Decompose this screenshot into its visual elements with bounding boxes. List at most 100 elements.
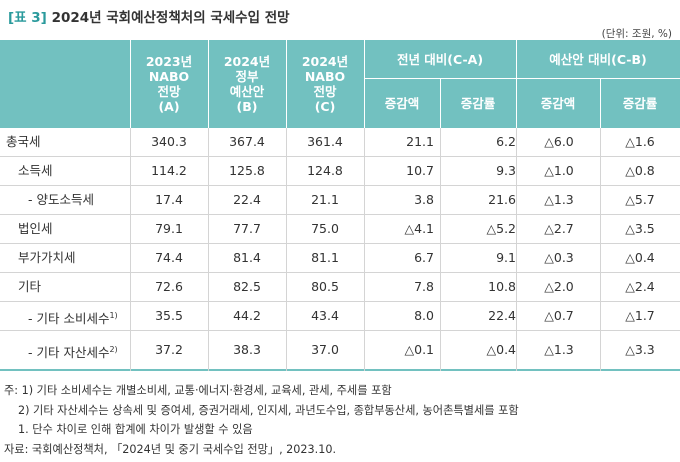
header-divider bbox=[440, 78, 441, 128]
cell-e1: △1.3 bbox=[544, 342, 574, 357]
header-group-prev-year: 전년 대비(C-A) bbox=[396, 51, 484, 67]
cell-c: 80.5 bbox=[311, 279, 339, 294]
header-col-a-line2: NABO bbox=[148, 69, 190, 84]
column-divider bbox=[440, 128, 441, 371]
table-header: 2023년 NABO 전망 (A) 2024년 정부 예산안 (B) 2024년… bbox=[0, 40, 680, 128]
cell-b: 38.3 bbox=[233, 342, 261, 357]
cell-e1: △6.0 bbox=[544, 134, 574, 149]
cell-e1: △0.7 bbox=[544, 308, 574, 323]
row-label: 부가가치세 bbox=[18, 250, 76, 265]
header-e2: 증감률 bbox=[622, 96, 658, 111]
cell-e1: △1.0 bbox=[544, 163, 574, 178]
cell-d2: 6.2 bbox=[496, 134, 516, 149]
table-number: [표 3] bbox=[8, 10, 47, 26]
column-divider bbox=[130, 128, 131, 371]
cell-c: 124.8 bbox=[307, 163, 343, 178]
header-divider bbox=[364, 78, 680, 79]
cell-b: 367.4 bbox=[229, 134, 265, 149]
cell-c: 75.0 bbox=[311, 221, 339, 236]
header-d2: 증감률 bbox=[460, 96, 496, 111]
row-label: 기타 bbox=[18, 279, 42, 294]
cell-a: 114.2 bbox=[151, 163, 187, 178]
cell-e1: △0.3 bbox=[544, 250, 574, 265]
cell-e2: △5.7 bbox=[625, 192, 655, 207]
header-col-b: 2024년 정부 예산안 (B) bbox=[208, 40, 286, 128]
footnote-2: 2) 기타 자산세수는 상속세 및 증여세, 증권거래세, 인지세, 과년도수입… bbox=[18, 403, 519, 417]
cell-e2: △2.4 bbox=[625, 279, 655, 294]
header-col-c: 2024년 NABO 전망 (C) bbox=[286, 40, 364, 128]
footnote-1: 주: 1) 기타 소비세수는 개별소비세, 교통·에너지·환경세, 교육세, 관… bbox=[4, 384, 392, 397]
cell-c: 81.1 bbox=[311, 250, 339, 265]
column-divider bbox=[286, 128, 287, 371]
header-col-c-line1: 2024년 bbox=[301, 54, 349, 69]
header-divider bbox=[516, 40, 517, 128]
table-row: 기타 72.6 82.5 80.5 7.8 10.8 △2.0 △2.4 bbox=[0, 273, 680, 302]
header-divider bbox=[286, 40, 287, 128]
cell-e2: △0.8 bbox=[625, 163, 655, 178]
cell-e1: △1.3 bbox=[544, 192, 574, 207]
table-row: 소득세 114.2 125.8 124.8 10.7 9.3 △1.0 △0.8 bbox=[0, 157, 680, 186]
cell-b: 22.4 bbox=[233, 192, 261, 207]
cell-a: 17.4 bbox=[155, 192, 183, 207]
row-label: - 기타 소비세수1) bbox=[0, 302, 158, 330]
cell-b: 125.8 bbox=[229, 163, 265, 178]
table-title: [표 3] 2024년 국회예산정책처의 국세수입 전망 bbox=[8, 6, 290, 26]
column-divider bbox=[600, 128, 601, 371]
cell-e2: △3.5 bbox=[625, 221, 655, 236]
cell-e2: △3.3 bbox=[625, 342, 655, 357]
header-group-budget: 예산안 대비(C-B) bbox=[549, 51, 647, 67]
cell-d2: 21.6 bbox=[488, 192, 516, 207]
header-col-a-line1: 2023년 bbox=[145, 54, 193, 69]
column-divider bbox=[208, 128, 209, 371]
cell-d1: 3.8 bbox=[414, 192, 434, 207]
header-d1: 증감액 bbox=[384, 96, 420, 111]
cell-d1: 8.0 bbox=[414, 308, 434, 323]
cell-a: 37.2 bbox=[155, 342, 183, 357]
cell-d2: 10.8 bbox=[488, 279, 516, 294]
cell-b: 81.4 bbox=[233, 250, 261, 265]
footnotes: 주: 1) 기타 소비세수는 개별소비세, 교통·에너지·환경세, 교육세, 관… bbox=[4, 381, 519, 459]
cell-a: 74.4 bbox=[155, 250, 183, 265]
row-label: - 기타 자산세수2) bbox=[0, 331, 158, 369]
header-col-c-line4: (C) bbox=[314, 99, 336, 114]
cell-d1: 21.1 bbox=[406, 134, 434, 149]
header-col-a-line3: 전망 bbox=[157, 84, 181, 99]
footnote-ref: 1) bbox=[109, 311, 118, 320]
row-label-text: - 기타 소비세수 bbox=[28, 311, 110, 327]
cell-a: 35.5 bbox=[155, 308, 183, 323]
row-label: 법인세 bbox=[18, 221, 53, 236]
cell-e2: △1.6 bbox=[625, 134, 655, 149]
row-label: 소득세 bbox=[18, 163, 53, 178]
unit-label: (단위: 조원, %) bbox=[601, 28, 672, 40]
cell-d2: △5.2 bbox=[486, 221, 517, 236]
header-col-c-line3: 전망 bbox=[313, 84, 337, 99]
header-col-b-line3: 예산안 bbox=[229, 84, 265, 99]
column-divider bbox=[516, 128, 517, 371]
row-label: 총국세 bbox=[6, 134, 41, 149]
cell-d1: △0.1 bbox=[404, 342, 435, 357]
cell-e2: △0.4 bbox=[625, 250, 655, 265]
cell-d2: 9.1 bbox=[496, 250, 516, 265]
header-divider bbox=[208, 40, 209, 128]
cell-d2: △0.4 bbox=[486, 342, 517, 357]
cell-c: 21.1 bbox=[311, 192, 339, 207]
row-label: - 양도소득세 bbox=[28, 192, 94, 207]
column-divider bbox=[364, 128, 365, 371]
cell-e2: △1.7 bbox=[625, 308, 655, 323]
cell-c: 43.4 bbox=[311, 308, 339, 323]
table-row: - 양도소득세 17.4 22.4 21.1 3.8 21.6 △1.3 △5.… bbox=[0, 186, 680, 215]
header-col-b-line4: (B) bbox=[236, 99, 258, 114]
cell-d1: 7.8 bbox=[414, 279, 434, 294]
table-row: 부가가치세 74.4 81.4 81.1 6.7 9.1 △0.3 △0.4 bbox=[0, 244, 680, 273]
header-e1: 증감액 bbox=[540, 96, 576, 111]
header-divider bbox=[600, 78, 601, 128]
footnote-ref: 2) bbox=[109, 345, 118, 354]
header-col-b-line2: 정부 bbox=[235, 69, 259, 84]
header-divider bbox=[130, 40, 131, 128]
cell-a: 340.3 bbox=[151, 134, 187, 149]
footnote-3: 1. 단수 차이로 인해 합계에 차이가 발생할 수 있음 bbox=[18, 423, 253, 436]
cell-b: 82.5 bbox=[233, 279, 261, 294]
table-row: 법인세 79.1 77.7 75.0 △4.1 △5.2 △2.7 △3.5 bbox=[0, 215, 680, 244]
cell-a: 72.6 bbox=[155, 279, 183, 294]
cell-e1: △2.0 bbox=[544, 279, 574, 294]
